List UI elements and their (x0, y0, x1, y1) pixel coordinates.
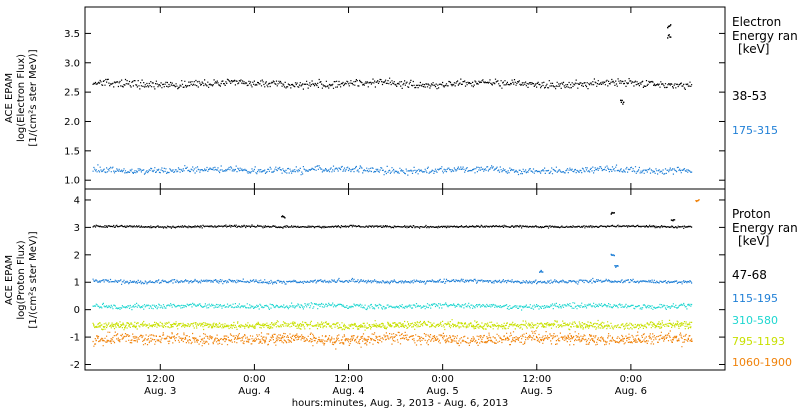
proton-legend-47-68: 47-68 (732, 268, 767, 282)
electron-legend-unit: [keV] (738, 42, 769, 56)
electron-data-points (92, 24, 693, 176)
series-points-175-315 (92, 164, 693, 176)
proton-ylabel-line1: ACE EPAM (4, 255, 15, 305)
electron-ylabel-line2: log(Electron Flux) (16, 54, 27, 142)
y-tick-label: -2 (70, 360, 80, 371)
x-tick-label-time: 0:00 (243, 374, 265, 385)
x-tick-label-time: 12:00 (146, 374, 175, 385)
proton-legend-title: Proton (732, 207, 771, 221)
proton-legend-energy: Energy ran (732, 221, 798, 235)
electron-legend-title: Electron (732, 15, 781, 29)
y-tick-label: 0 (74, 305, 80, 316)
y-tick-label: 3.0 (64, 58, 80, 69)
x-tick-label-date: Aug. 4 (332, 386, 364, 397)
y-tick-label: 3 (74, 223, 80, 234)
x-tick-label-date: Aug. 5 (427, 386, 459, 397)
electron-ylabel-line3: [1/(cm²s ster MeV)] (28, 49, 39, 146)
x-tick-label-date: Aug. 4 (238, 386, 270, 397)
proton-legend-1060-1900: 1060-1900 (732, 356, 792, 369)
y-tick-label: 2.0 (64, 117, 80, 128)
proton-ylabel-line2: log(Proton Flux) (16, 240, 27, 319)
x-tick-label-date: Aug. 6 (615, 386, 647, 397)
y-tick-label: 2.5 (64, 88, 80, 99)
proton-panel-frame (84, 188, 726, 371)
proton-data-points (92, 199, 700, 350)
y-tick-label: 1 (74, 278, 80, 289)
proton-legend-unit: [keV] (738, 234, 769, 248)
x-tick-label-time: 12:00 (334, 374, 363, 385)
x-tick-label-date: Aug. 3 (144, 386, 176, 397)
proton-legend-115-195: 115-195 (732, 292, 778, 305)
y-tick-label: 3.5 (64, 29, 80, 40)
x-tick-label-time: 0:00 (431, 374, 453, 385)
electron-y-ticks: 1.0 1.5 2.0 2.5 3.0 3.5 (64, 7, 725, 189)
x-tick-label-time: 0:00 (620, 374, 642, 385)
electron-legend-energy: Energy ran (732, 29, 798, 43)
y-tick-label: 2 (74, 250, 80, 261)
proton-flux-panel: -2 -1 0 1 2 3 4 ACE EPAM log(Proton Flux) [1/(… (4, 188, 798, 371)
series-points-115-195 (92, 253, 693, 285)
proton-legend-310-580: 310-580 (732, 314, 778, 327)
y-tick-label: 4 (74, 195, 80, 206)
electron-legend-38-53: 38-53 (732, 89, 767, 103)
y-tick-label: 1.5 (64, 146, 80, 157)
proton-legend-795-1193: 795-1193 (732, 335, 785, 348)
time-axis-label: hours:minutes, Aug. 3, 2013 - Aug. 6, 20… (292, 398, 508, 409)
y-tick-label: 1.0 (64, 176, 80, 187)
electron-ylabel-line1: ACE EPAM (4, 73, 15, 123)
proton-y-ticks: -2 -1 0 1 2 3 4 (70, 189, 725, 371)
series-points-47-68 (92, 211, 693, 229)
electron-legend-175-315: 175-315 (732, 124, 778, 137)
x-tick-label-time: 12:00 (522, 374, 551, 385)
x-tick-label-date: Aug. 5 (521, 386, 553, 397)
proton-ylabel-line3: [1/(cm²s ster MeV)] (28, 231, 39, 328)
y-tick-label: -1 (70, 333, 80, 344)
